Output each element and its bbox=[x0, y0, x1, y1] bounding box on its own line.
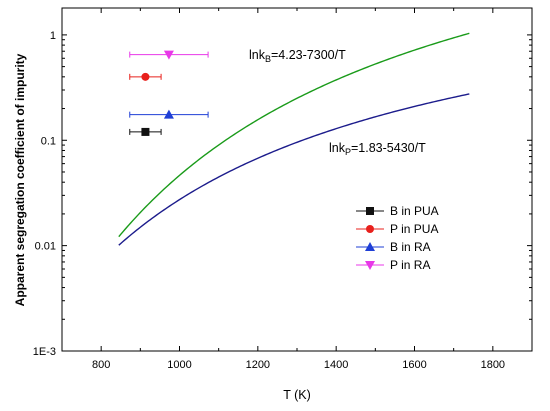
y-tick-label: 0.01 bbox=[35, 241, 56, 253]
legend: B in PUA P in PUA B in RA P in RA bbox=[356, 204, 439, 272]
legend-label: B in RA bbox=[390, 240, 431, 254]
y-tick-label: 0.1 bbox=[41, 135, 56, 147]
annotation-kp: lnkP=1.83-5430/T bbox=[329, 141, 426, 157]
y-tick-label: 1 bbox=[50, 30, 56, 42]
point-2 bbox=[163, 109, 174, 119]
x-tick-label: 1400 bbox=[324, 359, 348, 371]
y-tick-labels: 1E-3 0.01 0.1 1 bbox=[33, 30, 56, 358]
data-points bbox=[129, 50, 209, 136]
legend-marker bbox=[365, 242, 375, 251]
legend-marker bbox=[365, 261, 375, 270]
curve-0 bbox=[118, 32, 470, 238]
y-axis-label: Apparent segregation coefficient of impu… bbox=[13, 53, 27, 306]
point-0 bbox=[141, 127, 150, 136]
x-tick-label: 1000 bbox=[167, 359, 191, 371]
fit-curves bbox=[118, 32, 470, 246]
axis-ticks bbox=[61, 8, 533, 352]
x-tick-labels: 800 1000 1200 1400 1600 1800 bbox=[92, 359, 505, 371]
x-tick-label: 1200 bbox=[246, 359, 270, 371]
annotation-kb: lnkB=4.23-7300/T bbox=[249, 48, 346, 64]
x-axis-label: T (K) bbox=[283, 388, 311, 402]
x-tick-label: 800 bbox=[92, 359, 110, 371]
point-3 bbox=[163, 50, 174, 60]
x-tick-label: 1600 bbox=[402, 359, 426, 371]
x-tick-label: 1800 bbox=[481, 359, 505, 371]
legend-label: P in PUA bbox=[390, 222, 438, 236]
point-1 bbox=[141, 72, 150, 81]
legend-label: B in PUA bbox=[390, 204, 439, 218]
legend-marker bbox=[366, 207, 374, 215]
legend-label: P in RA bbox=[390, 258, 430, 272]
legend-marker bbox=[366, 225, 374, 233]
curve-1 bbox=[118, 93, 470, 246]
y-tick-label: 1E-3 bbox=[33, 346, 56, 358]
